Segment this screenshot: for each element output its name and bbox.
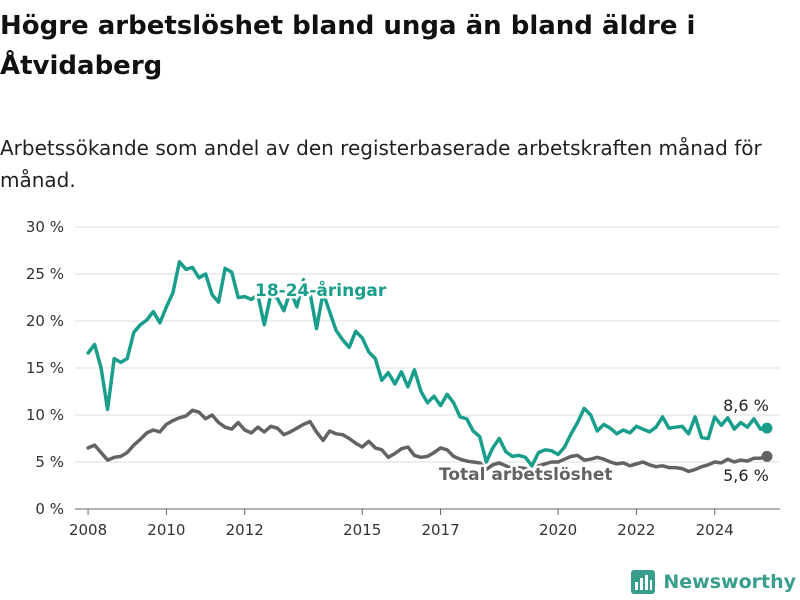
- x-tick-label: 2010: [147, 521, 185, 539]
- bar-chart-logo-icon: [631, 570, 656, 594]
- y-tick-label: 0 %: [35, 500, 64, 518]
- series-line-youth: [86, 260, 769, 468]
- x-tick-label: 2012: [226, 521, 264, 539]
- y-tick-label: 10 %: [26, 406, 64, 424]
- end-point-youth: [761, 422, 773, 434]
- x-tick-label: 2022: [617, 521, 655, 539]
- chart-subtitle: Arbetssökande som andel av den registerb…: [0, 136, 762, 192]
- brand-name: Newsworthy: [663, 571, 796, 593]
- x-tick-label: 2015: [343, 521, 381, 539]
- chart-title: Högre arbetslöshet bland unga än bland ä…: [0, 11, 696, 81]
- y-tick-label: 30 %: [26, 218, 64, 236]
- end-value-label-total: 5,6 %: [723, 466, 769, 485]
- y-tick-label: 5 %: [35, 453, 64, 471]
- x-tick-label: 2008: [69, 521, 107, 539]
- x-tick-label: 2020: [539, 521, 577, 539]
- x-tick-label: 2017: [421, 521, 459, 539]
- end-value-label-youth: 8,6 %: [723, 396, 769, 415]
- series-line-total: [86, 408, 769, 474]
- end-point-total: [761, 450, 773, 462]
- y-tick-label: 25 %: [26, 265, 64, 283]
- y-tick-label: 15 %: [26, 359, 64, 377]
- y-tick-label: 20 %: [26, 312, 64, 330]
- series-label-total: Total arbetslöshet: [439, 465, 613, 485]
- brand-logo: Newsworthy: [631, 570, 796, 594]
- x-tick-label: 2024: [696, 521, 734, 539]
- series-label-youth: 18-24-åringar: [255, 279, 387, 301]
